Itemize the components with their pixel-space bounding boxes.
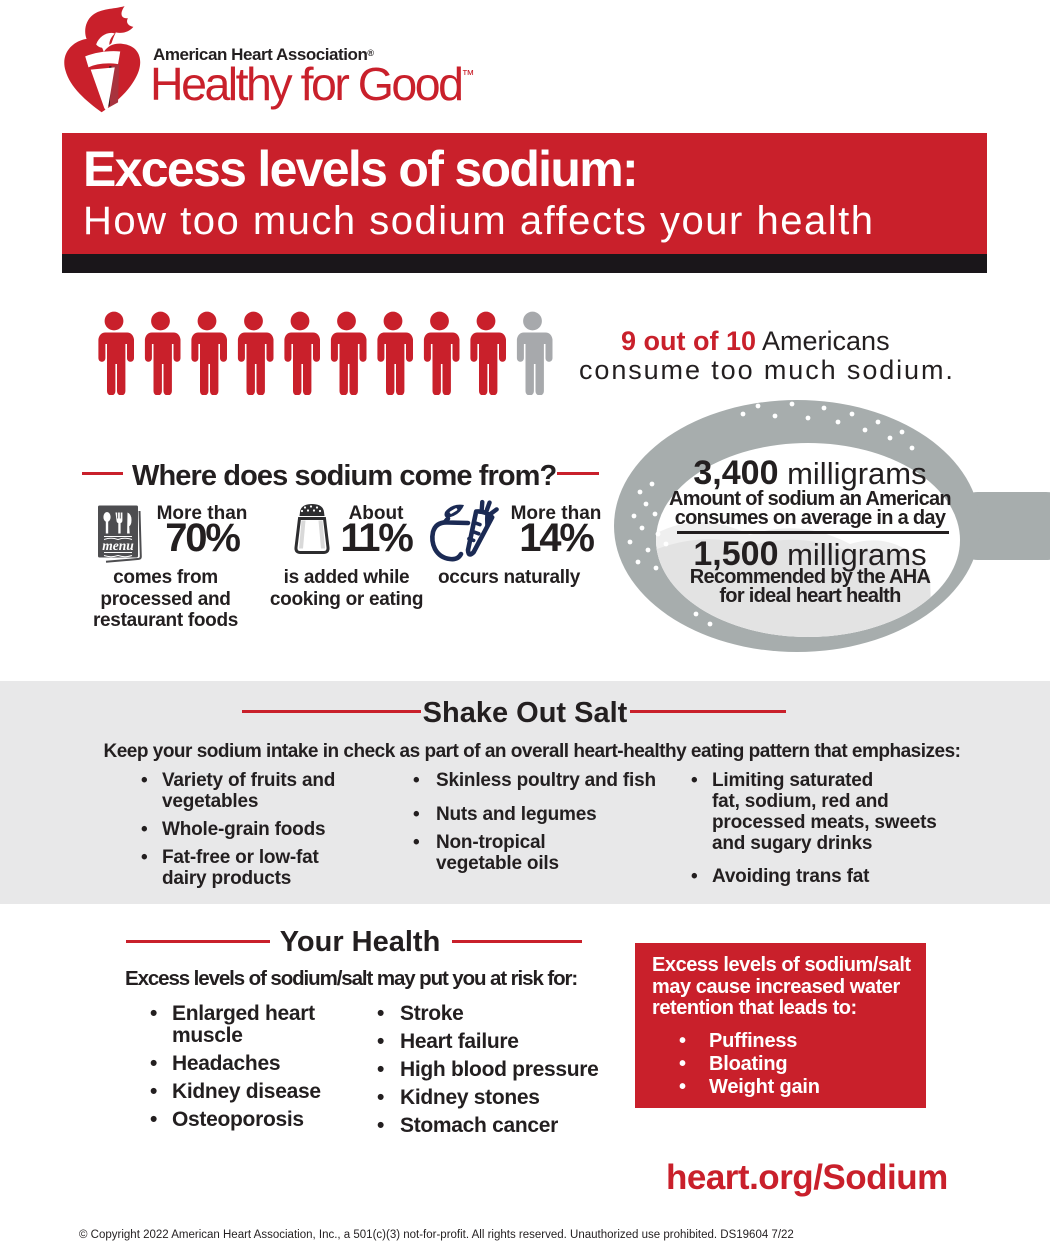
svg-text:menu: menu	[102, 538, 134, 553]
